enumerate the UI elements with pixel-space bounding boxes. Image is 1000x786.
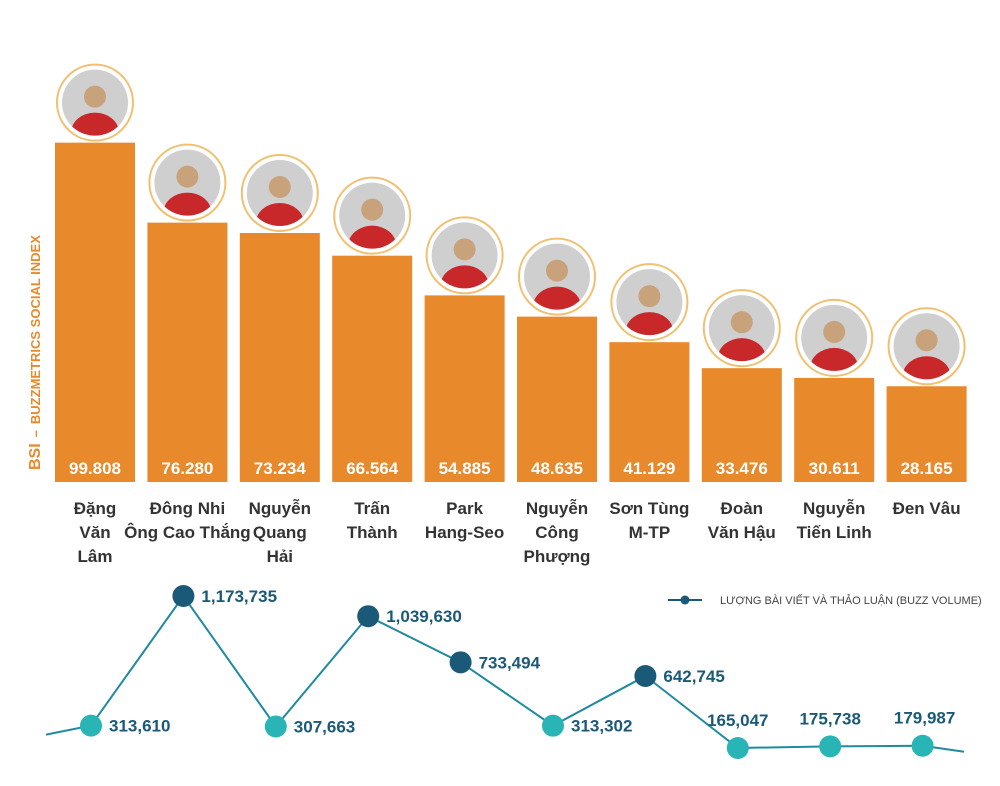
bar-value-label-10: 28.165 (901, 459, 953, 478)
line-point-1 (80, 714, 102, 737)
legend: LƯỢNG BÀI VIẾT VÀ THẢO LUẬN (BUZZ VOLUME… (668, 594, 982, 607)
avatar-photo-8 (702, 289, 781, 368)
bar-8 (701, 368, 782, 482)
category-label-4: Trấn Thành (347, 499, 398, 542)
buzz-volume-line (45, 594, 965, 753)
bar-value-label-5: 54.885 (439, 459, 491, 478)
y-axis-title-dash: – (28, 430, 43, 437)
category-label-6: Nguyễn Công Phượng (524, 499, 591, 566)
line-value-label-3: 307,663 (294, 718, 355, 737)
bar-value-label-3: 73.234 (254, 459, 307, 478)
avatar-photo-3 (240, 154, 319, 233)
line-value-label-5: 733,494 (479, 653, 541, 672)
category-label-3: Nguyễn Quang Hải (249, 499, 311, 566)
bar-4 (332, 255, 413, 482)
line-point-6 (542, 714, 564, 737)
svg-text:BSI–BUZZMETRICS SOCIAL INDEX: BSI – BUZZMETRICS SOCIAL INDEX (27, 235, 44, 470)
avatar-group (56, 63, 966, 386)
line-point-8 (726, 737, 749, 759)
line-point-5 (449, 651, 472, 674)
category-label-8: Đoàn Văn Hậu (708, 499, 776, 542)
category-label-5: Park Hang-Seo (425, 499, 504, 542)
line-point-4 (357, 605, 380, 628)
y-axis-title-prefix: BSI (27, 443, 44, 470)
bar-value-label-1: 99.808 (69, 459, 121, 478)
avatar-photo-4 (333, 176, 412, 255)
bar-6 (517, 316, 597, 482)
line-value-label-6: 313,302 (571, 717, 632, 736)
line-series: 313,610 1,173,735 307,663 1,039,630 733,494 3… (45, 585, 965, 759)
line-value-label-1: 313,610 (109, 717, 170, 736)
line-point-2 (172, 585, 195, 607)
line-point-7 (634, 665, 657, 688)
avatar-photo-2 (148, 143, 227, 222)
bar-value-label-8: 33.476 (716, 459, 768, 478)
line-point-10 (911, 734, 934, 757)
category-label-7: Sơn Tùng M-TP (609, 499, 689, 542)
avatar-photo-9 (795, 298, 874, 377)
legend-label: LƯỢNG BÀI VIẾT VÀ THẢO LUẬN (BUZZ VOLUME… (720, 594, 982, 607)
bar-3 (239, 233, 320, 482)
category-label-9: Nguyễn Tiến Linh (797, 499, 872, 542)
line-value-label-8: 165,047 (707, 711, 768, 730)
bar-value-label-6: 48.635 (531, 459, 583, 478)
y-axis-title-text: BUZZMETRICS SOCIAL INDEX (28, 235, 43, 424)
avatar-photo-10 (887, 307, 966, 386)
bar-9 (794, 377, 875, 482)
bar-series: 99.808 76.280 73.234 66.564 54.885 48.635 41.1… (55, 142, 967, 482)
bar-value-label-9: 30.611 (809, 459, 860, 478)
bar-value-label-2: 76.280 (161, 459, 213, 478)
bar-1 (55, 142, 135, 482)
line-value-label-4: 1,039,630 (386, 607, 462, 626)
line-value-label-9: 175,738 (799, 709, 860, 728)
legend-marker-swatch (680, 595, 690, 605)
avatar-photo-1 (56, 63, 134, 142)
bar-7 (609, 342, 690, 482)
category-label-2: Đông Nhi Ông Cao Thắng (124, 499, 251, 542)
bar-10 (886, 386, 967, 482)
bar-2 (147, 222, 228, 482)
avatar-photo-7 (610, 263, 689, 342)
bar-value-label-4: 66.564 (346, 459, 399, 478)
line-value-label-7: 642,745 (663, 667, 724, 686)
category-label-1: Đặng Văn Lâm (74, 499, 117, 566)
line-value-label-10: 179,987 (894, 709, 955, 728)
y-axis-title: BSI – BUZZMETRICS SOCIAL INDEX (27, 235, 44, 470)
line-point-3 (264, 715, 287, 738)
line-point-9 (819, 735, 842, 758)
line-value-label-2: 1,173,735 (201, 587, 277, 606)
avatar-photo-5 (425, 216, 504, 295)
bar-value-label-7: 41.129 (623, 459, 675, 478)
category-label-10: Đen Vâu (893, 499, 961, 518)
avatar-photo-6 (518, 237, 596, 316)
bar-5 (424, 295, 505, 482)
